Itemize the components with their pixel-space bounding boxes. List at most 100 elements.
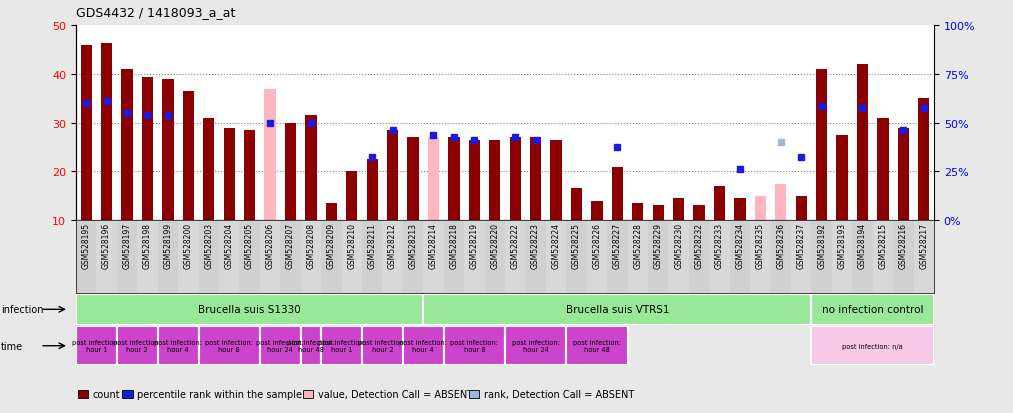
Bar <box>852 221 873 293</box>
Text: post infection: n/a: post infection: n/a <box>843 343 903 349</box>
Bar <box>204 119 215 221</box>
Text: post infection:
hour 48: post infection: hour 48 <box>287 339 335 352</box>
Bar <box>550 140 561 221</box>
Text: GSM528215: GSM528215 <box>878 223 887 268</box>
Bar <box>326 204 337 221</box>
Bar <box>407 138 418 221</box>
Text: GSM528192: GSM528192 <box>817 223 827 268</box>
Text: Brucella suis VTRS1: Brucella suis VTRS1 <box>565 304 670 315</box>
Bar <box>587 221 607 293</box>
Bar <box>76 326 116 366</box>
Text: GSM528228: GSM528228 <box>633 223 642 268</box>
Text: post infection:
hour 1: post infection: hour 1 <box>72 339 121 352</box>
Bar <box>423 294 811 325</box>
Bar <box>811 294 934 325</box>
Bar <box>142 77 153 221</box>
Text: GSM528229: GSM528229 <box>653 223 663 268</box>
Bar <box>158 221 178 293</box>
Bar <box>709 221 729 293</box>
Bar <box>239 221 259 293</box>
Bar <box>795 196 806 221</box>
Bar <box>689 221 709 293</box>
Bar <box>914 221 934 293</box>
Text: post infection:
hour 2: post infection: hour 2 <box>113 339 161 352</box>
Text: post infection:
hour 8: post infection: hour 8 <box>206 339 253 352</box>
Bar <box>469 140 480 221</box>
Text: post infection:
hour 1: post infection: hour 1 <box>317 339 366 352</box>
Bar <box>444 326 504 366</box>
Text: GSM528227: GSM528227 <box>613 223 622 268</box>
Text: GSM528212: GSM528212 <box>388 223 397 268</box>
Text: GSM528204: GSM528204 <box>225 223 234 269</box>
Bar <box>362 326 403 366</box>
Text: GSM528237: GSM528237 <box>796 223 805 269</box>
Bar <box>321 326 362 366</box>
Text: GSM528223: GSM528223 <box>531 223 540 268</box>
Bar <box>301 221 321 293</box>
Text: GSM528197: GSM528197 <box>123 223 132 269</box>
Text: GSM528193: GSM528193 <box>838 223 847 269</box>
Bar <box>775 184 786 221</box>
Bar <box>158 326 199 366</box>
Bar <box>403 221 423 293</box>
Text: no infection control: no infection control <box>822 304 924 315</box>
Bar <box>648 221 669 293</box>
Bar <box>138 221 158 293</box>
Text: GSM528216: GSM528216 <box>899 223 908 268</box>
Text: time: time <box>1 341 23 351</box>
Bar <box>673 199 684 221</box>
Text: GSM528196: GSM528196 <box>102 223 111 269</box>
Bar <box>504 326 566 366</box>
Text: GSM528207: GSM528207 <box>286 223 295 269</box>
Text: GSM528205: GSM528205 <box>245 223 254 269</box>
Text: GSM528224: GSM528224 <box>551 223 560 268</box>
Bar <box>857 65 868 221</box>
Text: post infection:
hour 48: post infection: hour 48 <box>573 339 621 352</box>
Text: infection: infection <box>1 304 44 315</box>
Bar <box>423 221 444 293</box>
Text: percentile rank within the sample: percentile rank within the sample <box>138 389 302 399</box>
Text: count: count <box>93 389 121 399</box>
Bar <box>771 221 791 293</box>
Bar <box>566 326 628 366</box>
Bar <box>199 221 219 293</box>
Text: GSM528220: GSM528220 <box>490 223 499 268</box>
Text: GSM528236: GSM528236 <box>776 223 785 269</box>
Text: GSM528210: GSM528210 <box>347 223 357 268</box>
Bar <box>244 131 255 221</box>
Bar <box>592 201 603 221</box>
Bar <box>81 46 92 221</box>
Bar <box>162 80 173 221</box>
Bar <box>811 326 934 366</box>
Bar <box>546 221 566 293</box>
Bar <box>816 70 828 221</box>
Bar <box>259 326 301 366</box>
Bar <box>96 221 116 293</box>
Bar <box>301 326 321 366</box>
Text: post infection:
hour 4: post infection: hour 4 <box>154 339 203 352</box>
Bar <box>729 221 750 293</box>
Text: post infection:
hour 4: post infection: hour 4 <box>399 339 448 352</box>
Bar <box>382 221 403 293</box>
Text: GSM528218: GSM528218 <box>450 223 459 268</box>
Text: GSM528195: GSM528195 <box>82 223 91 269</box>
Bar <box>566 221 587 293</box>
Bar <box>76 294 423 325</box>
Bar <box>449 138 460 221</box>
Text: GSM528198: GSM528198 <box>143 223 152 268</box>
Bar <box>321 221 341 293</box>
Bar <box>219 221 239 293</box>
Text: GSM528225: GSM528225 <box>572 223 581 268</box>
Text: GSM528232: GSM528232 <box>695 223 704 268</box>
Text: rank, Detection Call = ABSENT: rank, Detection Call = ABSENT <box>484 389 634 399</box>
Text: GSM528214: GSM528214 <box>428 223 438 268</box>
Bar <box>76 221 96 293</box>
Text: GSM528222: GSM528222 <box>511 223 520 268</box>
Bar <box>504 221 526 293</box>
Bar <box>898 128 909 221</box>
Text: Brucella suis S1330: Brucella suis S1330 <box>199 304 301 315</box>
Bar <box>632 204 643 221</box>
Text: GDS4432 / 1418093_a_at: GDS4432 / 1418093_a_at <box>76 6 235 19</box>
Bar <box>510 138 521 221</box>
Bar <box>403 326 444 366</box>
